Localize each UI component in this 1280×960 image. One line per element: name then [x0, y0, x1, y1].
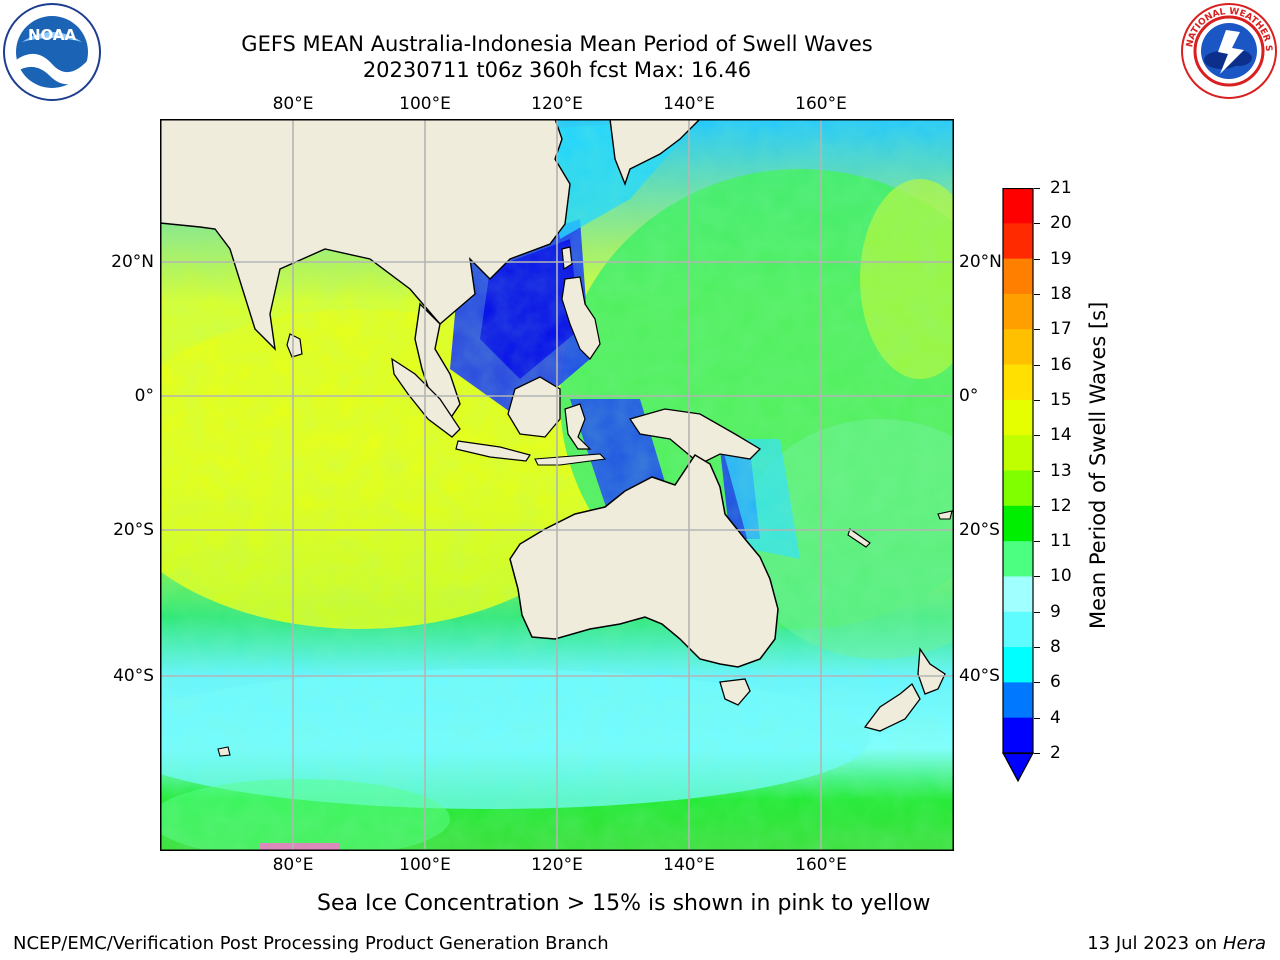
colorbar-tick-label: 6: [1050, 672, 1061, 693]
colorbar-tick-mark: [1034, 541, 1040, 543]
colorbar-extend-arrow: [1002, 752, 1034, 783]
colorbar-tick-mark: [1034, 188, 1040, 189]
colorbar-frame: [1002, 188, 1034, 755]
colorbar-tick-mark: [1034, 435, 1040, 437]
new-zealand-south: [863, 682, 921, 732]
sumatra: [391, 357, 461, 438]
colorbar-tick-label: 12: [1050, 495, 1072, 516]
date-text: 13 Jul 2023 on: [1087, 933, 1223, 954]
lon-label-bottom-100e: 100°E: [399, 855, 451, 875]
colorbar-tick-mark: [1034, 753, 1040, 754]
lon-label-bottom-160e: 160°E: [795, 855, 847, 875]
colorbar-tick-mark: [1034, 223, 1040, 225]
colorbar-segment: [1003, 435, 1033, 471]
colorbar-tick-mark: [1034, 505, 1040, 507]
colorbar-tick-mark: [1034, 470, 1040, 472]
lon-label-bottom-80e: 80°E: [272, 855, 314, 875]
colorbar-tick-mark: [1034, 399, 1040, 401]
colorbar-segment: [1003, 258, 1033, 295]
colorbar-tick-label: 2: [1050, 743, 1061, 763]
lon-label-top-80e: 80°E: [272, 94, 314, 114]
colorbar-segment: [1003, 329, 1033, 366]
map-panel: [160, 119, 954, 851]
colorbar-tick-label: 18: [1050, 283, 1072, 304]
lat-label-right-20s: 20°S: [959, 520, 1000, 540]
philippines: [561, 276, 601, 360]
noaa-logo-text: NOAA: [28, 26, 77, 44]
colorbar-tick-mark: [1034, 647, 1040, 649]
colorbar-tick-label: 4: [1050, 707, 1061, 728]
colorbar-tick-label: 11: [1050, 531, 1072, 552]
chart-title: GEFS MEAN Australia-Indonesia Mean Perio…: [241, 32, 873, 56]
colorbar-tick-label: 17: [1050, 319, 1072, 340]
lat-label-left-20n: 20°N: [111, 252, 154, 272]
colorbar-segment: [1003, 364, 1033, 401]
map-canvas: [160, 119, 954, 851]
colorbar-tick-label: 21: [1050, 178, 1072, 198]
lon-label-top-140e: 140°E: [663, 94, 715, 114]
sea-ice-note: Sea Ice Concentration > 15% is shown in …: [317, 891, 931, 916]
colorbar-segment: [1003, 505, 1033, 542]
graticule: [160, 119, 954, 851]
colorbar-segment: [1003, 611, 1033, 648]
colorbar-segment: [1003, 223, 1033, 260]
colorbar-segment: [1003, 293, 1033, 330]
lat-label-left-0: 0°: [134, 386, 154, 406]
colorbar-tick-label: 14: [1050, 425, 1072, 446]
noaa-logo: NOAA: [2, 2, 102, 102]
colorbar-segment: [1003, 717, 1033, 754]
colorbar-segment: [1003, 188, 1033, 224]
nws-logo: NATIONAL WEATHER SERVICE: [1177, 0, 1278, 100]
colorbar-segment: [1003, 399, 1033, 436]
colorbar-tick-label: 8: [1050, 637, 1061, 658]
colorbar-segment: [1003, 682, 1033, 719]
date-stamp: 13 Jul 2023 on Hera: [1087, 933, 1266, 955]
lat-label-right-20n: 20°N: [959, 252, 1002, 272]
new-zealand-north: [917, 647, 946, 695]
borneo: [507, 376, 561, 438]
lon-label-top-120e: 120°E: [531, 94, 583, 114]
map-frame: [160, 119, 954, 851]
colorbar-tick-label: 10: [1050, 566, 1072, 587]
colorbar-segment: [1003, 576, 1033, 613]
lat-label-left-40s: 40°S: [113, 666, 154, 686]
lon-label-top-100e: 100°E: [399, 94, 451, 114]
colorbar-tick-mark: [1034, 717, 1040, 719]
lon-label-bottom-140e: 140°E: [663, 855, 715, 875]
colorbar-tick-mark: [1034, 258, 1040, 260]
colorbar-tick-label: 16: [1050, 354, 1072, 375]
chart-subtitle: 20230711 t06z 360h fcst Max: 16.46: [362, 58, 752, 82]
colorbar-tick-label: 9: [1050, 601, 1061, 622]
lon-label-top-160e: 160°E: [795, 94, 847, 114]
colorbar-tick-mark: [1034, 329, 1040, 331]
lat-label-right-0: 0°: [959, 386, 979, 406]
tasmania: [719, 678, 751, 706]
colorbar-tick-label: 20: [1050, 213, 1072, 234]
lon-label-bottom-120e: 120°E: [531, 855, 583, 875]
colorbar-tick-label: 15: [1050, 389, 1072, 410]
colorbar-tick-label: 13: [1050, 460, 1072, 481]
colorbar-segment: [1003, 470, 1033, 507]
credit-text: NCEP/EMC/Verification Post Processing Pr…: [13, 933, 609, 954]
colorbar-tick-mark: [1034, 293, 1040, 295]
colorbar-label: Mean Period of Swell Waves [s]: [1086, 301, 1110, 629]
lat-label-left-20s: 20°S: [113, 520, 154, 540]
lat-label-right-40s: 40°S: [959, 666, 1000, 686]
machine-name: Hera: [1222, 933, 1266, 954]
colorbar-segment: [1003, 647, 1033, 683]
colorbar-tick-mark: [1034, 611, 1040, 613]
colorbar-segment: [1003, 541, 1033, 577]
colorbar-tick-mark: [1034, 682, 1040, 684]
colorbar-ticks: 21 20 19 18 17 16 15 14 13 12 11 10 9 8 6 4 2: [1034, 178, 1100, 763]
colorbar-tick-mark: [1034, 364, 1040, 366]
colorbar-tick-label: 19: [1050, 248, 1072, 269]
colorbar-tick-mark: [1034, 576, 1040, 578]
colorbar: [1002, 188, 1034, 783]
